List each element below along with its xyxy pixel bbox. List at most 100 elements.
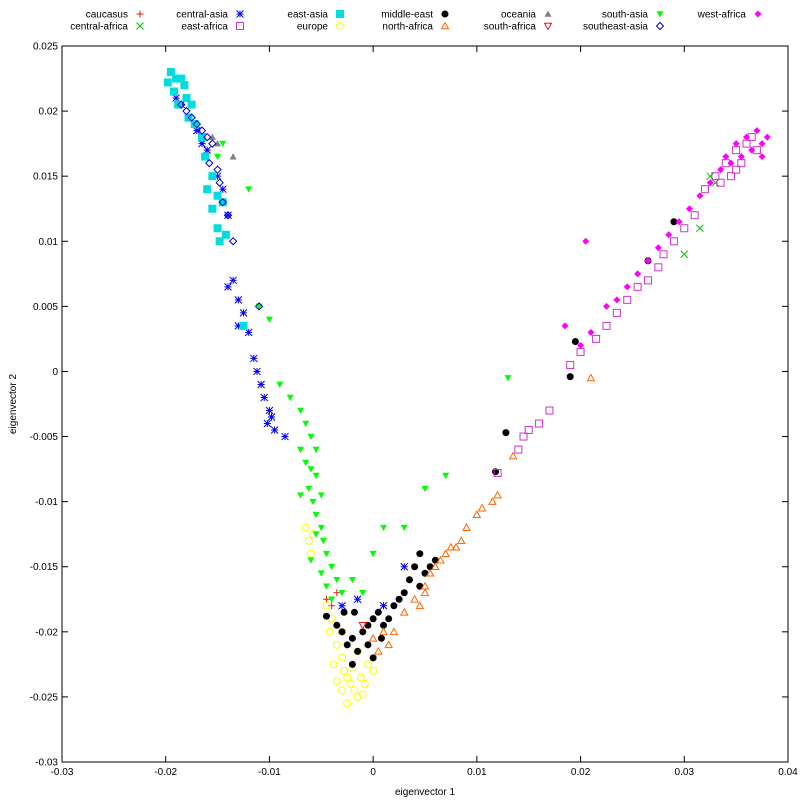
x-tick-label: 0.02	[571, 767, 591, 778]
data-point	[208, 133, 216, 140]
data-point	[493, 468, 502, 477]
data-point	[576, 347, 585, 356]
data-point	[170, 87, 179, 96]
data-point	[228, 237, 238, 246]
data-point	[333, 576, 341, 584]
y-tick-label: -0.03	[35, 758, 58, 769]
data-point	[177, 100, 186, 109]
data-point	[281, 432, 289, 441]
data-point	[312, 446, 320, 454]
data-point	[312, 531, 320, 538]
data-point	[390, 602, 398, 610]
data-point	[695, 224, 704, 233]
y-tick-label: -0.005	[30, 432, 59, 443]
data-point	[726, 172, 735, 181]
data-point	[332, 640, 341, 649]
data-point	[245, 186, 253, 193]
legend-marker	[336, 10, 344, 18]
data-point	[431, 562, 440, 571]
data-point	[690, 211, 699, 220]
data-point	[415, 601, 425, 610]
series-east-asia	[163, 68, 248, 330]
data-point	[218, 198, 227, 207]
data-point	[234, 296, 243, 304]
data-point	[566, 360, 575, 369]
data-point	[182, 106, 191, 116]
data-point	[309, 498, 317, 506]
data-point	[328, 563, 336, 571]
legend-label: east-asia	[287, 10, 328, 21]
data-point	[405, 576, 413, 584]
data-point	[379, 601, 388, 610]
data-point	[322, 601, 331, 610]
data-point	[535, 419, 544, 428]
x-tick-label: 0.04	[778, 767, 798, 778]
data-point	[322, 595, 330, 603]
data-point	[260, 393, 269, 402]
data-point	[317, 492, 325, 499]
data-point	[265, 316, 273, 323]
legend-marker	[136, 10, 144, 18]
data-point	[644, 257, 652, 265]
data-point	[421, 485, 429, 493]
data-point	[302, 459, 310, 467]
data-point	[502, 429, 510, 437]
data-point	[197, 126, 207, 135]
data-point	[350, 686, 359, 695]
data-point	[416, 550, 424, 558]
x-tick-label: -0.01	[258, 767, 281, 778]
data-point	[623, 283, 631, 291]
legend-label: oceania	[501, 10, 536, 21]
series-europe	[301, 523, 378, 708]
x-tick-label: -0.03	[51, 767, 74, 778]
data-point	[338, 601, 346, 610]
data-point	[493, 490, 502, 499]
data-point	[706, 172, 715, 181]
data-point	[441, 549, 451, 558]
data-point	[696, 192, 704, 200]
series-southeast-asia	[177, 100, 264, 311]
data-point	[229, 276, 237, 285]
data-point	[385, 615, 393, 623]
data-point	[716, 178, 725, 187]
series-middle-east	[322, 218, 678, 668]
data-point	[325, 627, 334, 636]
data-point	[737, 159, 746, 168]
legend-item-east-asia: east-asia	[287, 10, 344, 21]
data-point	[369, 666, 378, 675]
data-point	[737, 153, 745, 161]
data-point	[187, 100, 196, 109]
data-point	[343, 641, 351, 649]
data-point	[634, 270, 642, 278]
data-point	[360, 679, 369, 688]
legend-item-europe: europe	[297, 22, 344, 33]
data-point	[732, 165, 741, 174]
legend: caucasuscentral-africacentral-asiaeast-a…	[70, 10, 762, 33]
y-tick-label: 0.01	[39, 237, 59, 248]
series-oceania	[208, 133, 237, 160]
data-point	[377, 634, 385, 642]
legend-marker	[236, 22, 244, 30]
data-point	[545, 406, 554, 415]
data-point	[307, 466, 315, 473]
data-point	[425, 568, 435, 577]
data-point	[582, 237, 590, 245]
data-point	[410, 594, 419, 603]
data-point	[358, 622, 368, 630]
series-central-asia	[172, 94, 409, 610]
legend-item-middle-east: middle-east	[381, 10, 449, 21]
data-point	[329, 660, 338, 669]
legend-marker	[440, 21, 450, 30]
x-tick-label: 0	[370, 767, 376, 778]
data-point	[180, 81, 189, 90]
legend-label: north-africa	[382, 22, 433, 33]
data-point	[675, 218, 683, 226]
data-point	[669, 237, 678, 246]
legend-marker	[656, 11, 664, 18]
data-point	[322, 550, 330, 558]
data-point	[359, 589, 367, 597]
data-point	[214, 153, 222, 161]
data-point	[358, 690, 367, 699]
data-point	[654, 263, 663, 272]
data-point	[488, 497, 497, 505]
